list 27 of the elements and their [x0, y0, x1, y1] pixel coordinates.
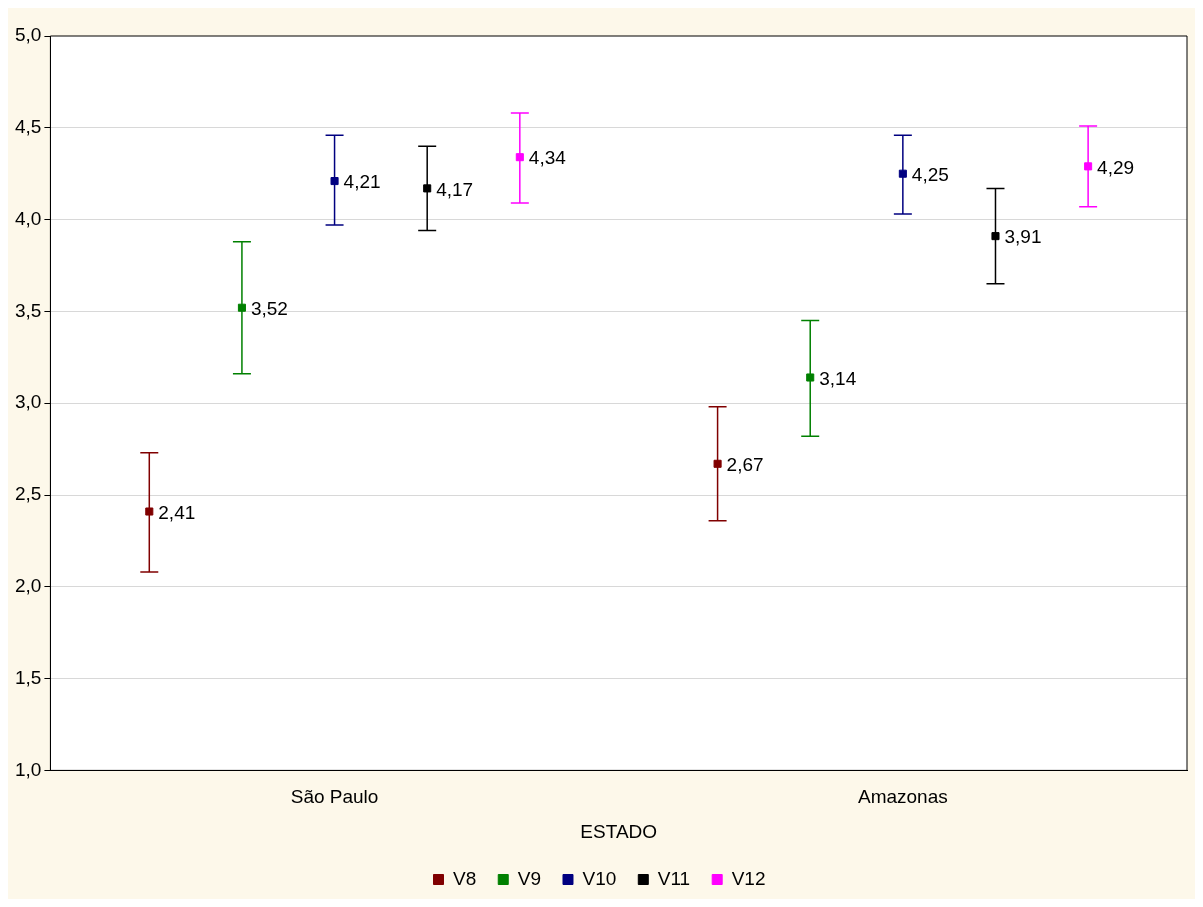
legend-label: V9 [517, 867, 541, 889]
y-tick-label: 1,5 [14, 666, 42, 688]
x-axis-title: ESTADO [580, 820, 658, 842]
data-label: 4,29 [1097, 156, 1135, 178]
data-label: 3,14 [819, 367, 857, 389]
y-tick-label: 1,0 [14, 758, 42, 780]
y-tick-label: 2,0 [14, 575, 42, 597]
y-tick-label: 4,0 [14, 207, 42, 229]
y-tick-label: 3,5 [14, 299, 42, 321]
data-label: 4,34 [528, 147, 567, 169]
x-tick-label: Amazonas [857, 786, 948, 808]
data-label: 2,67 [726, 454, 764, 476]
legend-label: V8 [453, 867, 477, 889]
y-tick-label: 4,5 [14, 116, 42, 138]
legend-label: V10 [582, 867, 617, 889]
legend-label: V11 [657, 867, 691, 889]
y-tick-label: 3,0 [14, 391, 42, 413]
data-label: 4,17 [436, 178, 474, 200]
x-tick-label: São Paulo [290, 786, 379, 808]
y-tick-label: 2,5 [14, 483, 42, 505]
data-label: 2,41 [158, 501, 196, 523]
y-tick-label: 5,0 [14, 24, 42, 46]
data-label: 3,52 [250, 297, 288, 319]
data-label: 4,21 [343, 171, 381, 193]
legend-label: V12 [731, 867, 766, 889]
data-label: 4,25 [911, 163, 949, 185]
data-label: 3,91 [1004, 226, 1042, 248]
